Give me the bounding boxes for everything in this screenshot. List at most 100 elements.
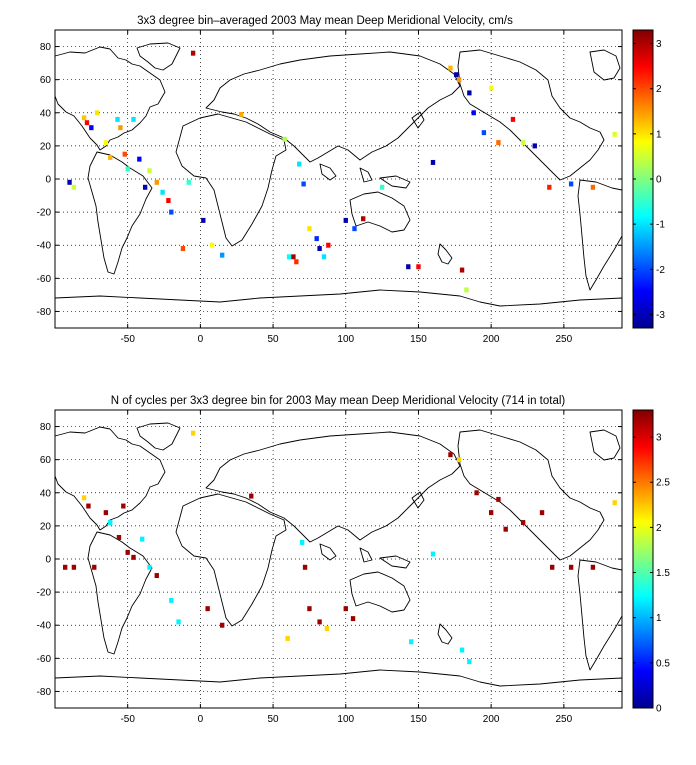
top-bin <box>209 242 215 248</box>
top-y-tick-label: 20 <box>40 141 52 152</box>
top-bin <box>94 110 100 116</box>
bottom-bin <box>190 430 196 436</box>
top-bin <box>568 181 574 187</box>
top-y-tick-label: -20 <box>37 208 52 219</box>
bottom-bin <box>147 564 152 570</box>
top-x-tick-label: -50 <box>120 334 135 345</box>
top-y-tick-label: 80 <box>40 42 52 53</box>
top-bin <box>456 77 462 83</box>
bottom-x-tick-label: 0 <box>198 714 204 725</box>
top-bin <box>352 226 357 232</box>
top-x-tick-label: 100 <box>337 334 354 345</box>
bottom-x-tick-label: 100 <box>337 714 354 725</box>
top-bin <box>115 116 120 122</box>
top-coastlines <box>54 42 623 329</box>
top-bin <box>238 111 244 117</box>
top-y-tick-label: -80 <box>37 307 52 318</box>
top-colorbar-tick-label: 3 <box>656 39 662 50</box>
top-bin <box>307 226 312 232</box>
bottom-bin <box>103 510 109 516</box>
top-bin <box>547 184 552 190</box>
bottom-colorbar-tick-label: 2.5 <box>656 478 670 489</box>
bottom-bin <box>550 564 555 570</box>
top-bin <box>67 179 72 185</box>
top-bin <box>612 131 617 137</box>
top-bin <box>321 254 327 260</box>
bottom-y-tick-label: 20 <box>40 521 52 532</box>
top-bin <box>343 217 348 223</box>
top-bin <box>467 90 472 96</box>
top-bin <box>297 161 302 167</box>
bottom-bin <box>86 503 91 509</box>
top-bin <box>103 140 109 146</box>
bottom-y-ticks: 80 60 40 20 0 -20 -40 -60 -80 <box>37 422 622 698</box>
top-bin <box>180 246 186 252</box>
bottom-y-tick-label: 60 <box>40 455 52 466</box>
bottom-bin <box>307 606 312 612</box>
top-bin <box>286 254 292 260</box>
bottom-bin <box>140 536 145 542</box>
top-bin <box>137 156 142 162</box>
top-bin <box>379 184 385 190</box>
bottom-y-tick-label: -20 <box>37 588 52 599</box>
top-y-ticks: 80 60 40 20 0 -20 -40 -60 -80 <box>37 42 622 318</box>
bottom-grid <box>55 410 622 708</box>
top-colorbar-tick-label: -1 <box>656 220 665 231</box>
top-bin <box>108 154 113 160</box>
bottom-bin <box>299 539 305 545</box>
bottom-y-tick-label: -80 <box>37 687 52 698</box>
top-bin <box>147 168 152 174</box>
bottom-x-tick-label: 50 <box>268 714 280 725</box>
bottom-bin <box>116 534 122 540</box>
bottom-colorbar-tick-label: 2 <box>656 523 662 534</box>
bottom-bin <box>488 510 494 516</box>
top-bin <box>361 216 366 222</box>
top-bin <box>201 217 206 223</box>
bottom-bin <box>302 564 308 570</box>
top-bin <box>294 259 299 265</box>
bottom-bin <box>131 554 136 560</box>
top-bin <box>459 267 465 273</box>
top-bin <box>169 209 174 215</box>
bottom-bin <box>590 564 596 570</box>
top-bin <box>81 115 87 121</box>
top-bin <box>481 130 487 136</box>
top-chart-title: 3x3 degree bin–averaged 2003 May mean De… <box>137 15 513 27</box>
bottom-bin <box>520 520 526 526</box>
top-bin <box>464 287 469 293</box>
bottom-bin <box>121 503 126 509</box>
bottom-bin <box>154 573 159 579</box>
bottom-chart-title: N of cycles per 3x3 degree bin for 2003 … <box>111 395 566 407</box>
bottom-bin <box>205 606 210 612</box>
top-bin <box>122 151 127 157</box>
top-bin <box>125 166 130 172</box>
top-y-tick-label: 0 <box>45 175 51 186</box>
top-bin <box>160 189 165 195</box>
bottom-bin <box>169 597 174 603</box>
top-bin <box>496 140 501 146</box>
bottom-bin <box>467 659 472 665</box>
top-plot-frame <box>54 29 623 329</box>
top-bin <box>510 116 516 122</box>
top-bin <box>301 181 306 187</box>
bottom-bin <box>249 493 254 499</box>
bottom-bin <box>430 551 436 557</box>
bottom-colorbar-tick-label: 0.5 <box>656 658 670 669</box>
bottom-cycle-count-bins <box>62 430 617 665</box>
top-bin <box>118 125 123 131</box>
top-bin <box>154 179 159 185</box>
bottom-bin <box>448 452 453 458</box>
bottom-y-tick-label: -40 <box>37 621 52 632</box>
top-bin <box>291 254 296 260</box>
top-bin <box>430 159 436 165</box>
top-bin <box>71 184 77 190</box>
bottom-x-tick-label: -50 <box>120 714 135 725</box>
bottom-bin <box>612 500 617 506</box>
top-x-tick-label: 50 <box>268 334 280 345</box>
bottom-bin <box>220 622 225 628</box>
top-bin <box>448 65 453 71</box>
bottom-bin <box>474 490 479 496</box>
top-bin <box>520 140 526 146</box>
bottom-bin <box>285 635 290 641</box>
top-y-tick-label: 60 <box>40 75 52 86</box>
